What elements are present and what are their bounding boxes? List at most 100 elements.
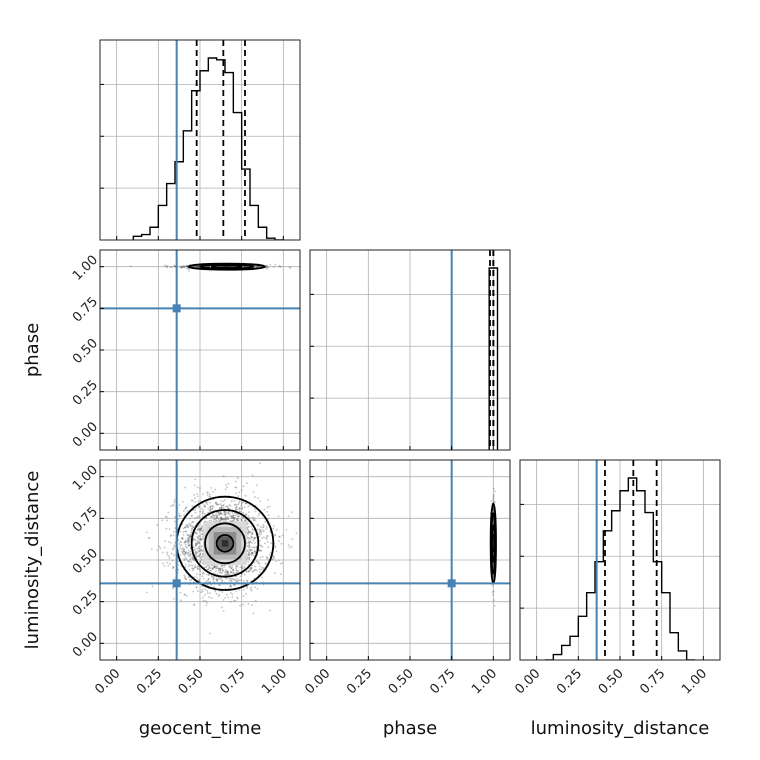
- sample-point: [261, 526, 264, 529]
- sample-point: [211, 567, 214, 570]
- sample-point: [240, 518, 243, 521]
- sample-point: [181, 537, 184, 540]
- sample-point: [235, 504, 238, 507]
- sample-point: [289, 266, 292, 269]
- sample-point: [249, 538, 252, 540]
- sample-point: [198, 549, 201, 552]
- sample-point: [259, 570, 261, 573]
- sample-point: [209, 507, 212, 510]
- sample-point: [167, 511, 170, 514]
- sample-point: [198, 506, 200, 509]
- sample-point: [223, 513, 226, 516]
- sample-point: [493, 497, 495, 499]
- sample-point: [206, 265, 209, 268]
- sample-point: [249, 549, 252, 552]
- sample-point: [194, 566, 197, 569]
- sample-point: [212, 579, 215, 581]
- sample-point: [224, 513, 227, 516]
- sample-point: [269, 263, 272, 266]
- sample-point: [194, 265, 196, 268]
- sample-point: [493, 605, 496, 607]
- sample-point: [192, 567, 194, 570]
- sample-point: [256, 265, 259, 268]
- sample-point: [182, 552, 184, 554]
- sample-point: [272, 556, 275, 559]
- sample-point: [245, 592, 247, 595]
- sample-point: [208, 495, 211, 498]
- sample-point: [271, 558, 274, 561]
- sample-point: [222, 599, 225, 601]
- sample-point: [184, 563, 187, 566]
- sample-point: [205, 516, 208, 519]
- sample-point: [206, 265, 209, 268]
- sample-point: [265, 537, 268, 540]
- sample-point: [193, 575, 196, 578]
- sample-point: [195, 265, 198, 268]
- sample-point: [225, 510, 228, 513]
- sample-point: [493, 500, 495, 503]
- truth-marker: [172, 579, 181, 588]
- sample-point: [258, 530, 261, 533]
- sample-point: [177, 518, 180, 521]
- sample-point: [188, 544, 191, 547]
- sample-point: [229, 577, 232, 580]
- sample-point: [183, 559, 186, 562]
- sample-point: [213, 565, 216, 568]
- sample-point: [184, 526, 186, 528]
- sample-point: [266, 526, 268, 528]
- sample-point: [197, 551, 199, 553]
- sample-point: [259, 533, 262, 536]
- sample-point: [207, 491, 209, 494]
- sample-point: [305, 492, 307, 494]
- sample-point: [215, 592, 218, 595]
- sample-point: [203, 505, 206, 508]
- y-tick-label: 0.00: [70, 419, 101, 450]
- sample-point: [212, 518, 215, 521]
- sample-point: [204, 588, 206, 591]
- sample-point: [201, 588, 203, 591]
- sample-point: [224, 488, 227, 491]
- sample-point: [182, 531, 185, 533]
- sample-point: [266, 535, 269, 537]
- sample-point: [240, 504, 243, 507]
- sample-point: [196, 547, 199, 550]
- sample-point: [212, 513, 214, 515]
- sample-point: [158, 545, 161, 548]
- sample-point: [199, 537, 202, 540]
- sample-point: [220, 571, 223, 574]
- sample-point: [191, 567, 194, 570]
- sample-point: [184, 545, 187, 548]
- sample-point: [262, 567, 265, 569]
- sample-point: [212, 490, 214, 493]
- sample-point: [206, 503, 209, 506]
- sample-point: [259, 525, 262, 528]
- x-axis-title-phase: phase: [383, 718, 437, 739]
- sample-point: [236, 477, 239, 480]
- sample-point: [230, 515, 233, 518]
- sample-point: [221, 518, 224, 520]
- sample-point: [229, 584, 232, 587]
- sample-point: [220, 499, 222, 502]
- sample-point: [239, 507, 242, 510]
- sample-point: [207, 574, 210, 576]
- sample-point: [259, 556, 262, 559]
- sample-point: [190, 527, 193, 530]
- sample-point: [221, 504, 223, 507]
- contour-line: [190, 509, 260, 578]
- sample-point: [159, 547, 162, 550]
- sample-point: [195, 576, 198, 579]
- sample-point: [228, 579, 231, 582]
- sample-point: [245, 502, 248, 505]
- sample-point: [187, 544, 190, 547]
- sample-point: [235, 518, 238, 521]
- sample-point: [223, 571, 226, 574]
- sample-point: [225, 593, 228, 596]
- sample-point: [241, 508, 244, 510]
- sample-point: [193, 604, 196, 607]
- sample-point: [235, 506, 238, 509]
- sample-point: [188, 555, 191, 558]
- sample-point: [270, 542, 273, 544]
- x-tick-label: 0.00: [92, 666, 123, 697]
- sample-point: [248, 542, 251, 544]
- sample-point: [200, 538, 203, 540]
